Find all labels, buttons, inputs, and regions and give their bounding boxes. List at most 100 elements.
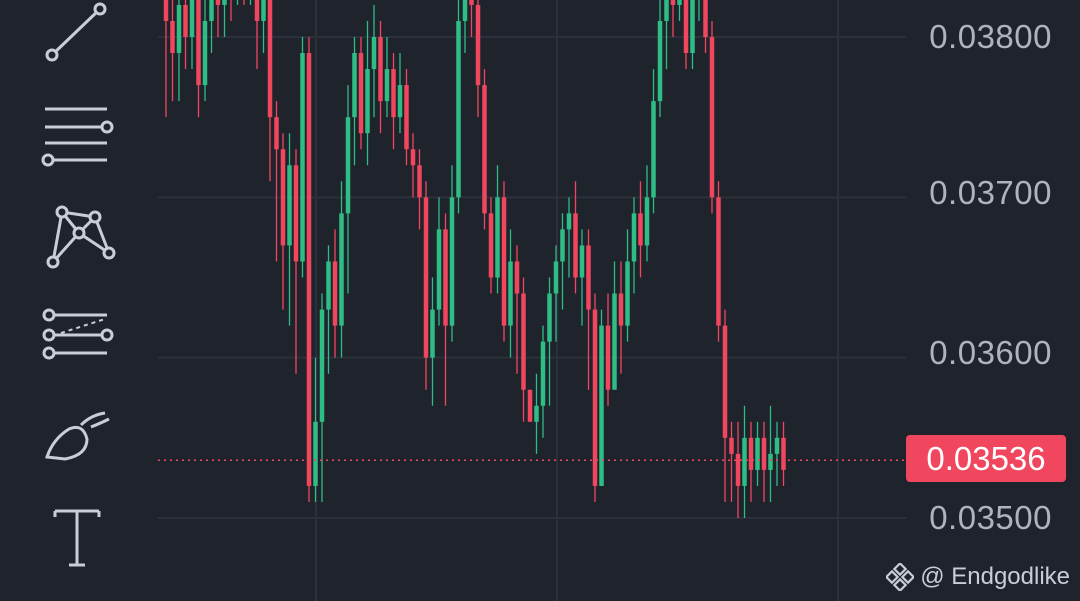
- candle-body-up: [547, 293, 552, 342]
- candle-body-up: [540, 341, 546, 406]
- candle-body-up: [755, 437, 760, 470]
- candle-body-up: [462, 0, 468, 21]
- candle-body-down: [404, 85, 409, 150]
- candle-body-down: [592, 309, 598, 486]
- candle-body-up: [677, 0, 682, 5]
- candle-body-down: [761, 437, 767, 470]
- candle-body-up: [644, 197, 650, 246]
- price-axis-label: 0.03700: [929, 174, 1052, 211]
- candle-body-down: [475, 4, 481, 86]
- brush-tool[interactable]: [30, 390, 120, 480]
- candle-body-down: [183, 4, 188, 37]
- candle-body-up: [287, 165, 292, 246]
- text-tool[interactable]: [30, 490, 120, 580]
- candle-body-down: [605, 325, 611, 390]
- candle-body-up: [202, 20, 208, 86]
- candle-body-down: [709, 37, 715, 198]
- brush-icon: [44, 411, 110, 461]
- candles-layer: [163, 0, 786, 518]
- candle-body-down: [703, 0, 708, 37]
- candle-body-down: [781, 437, 786, 470]
- candle-body-up: [371, 37, 377, 70]
- candle-body-up: [339, 213, 344, 326]
- candle-body-up: [345, 117, 351, 214]
- fib-retracement-icon: [42, 308, 114, 360]
- candle-body-up: [690, 0, 695, 54]
- text-icon: [53, 509, 101, 567]
- candle-body-down: [215, 0, 221, 5]
- parallel-lines-icon: [41, 107, 114, 167]
- watermark: @ Endgodlike: [886, 563, 1070, 591]
- candle-body-down: [443, 229, 448, 326]
- candle-body-up: [456, 20, 461, 198]
- candle-body-up: [222, 0, 227, 5]
- candle-body-up: [579, 245, 585, 278]
- candle-body-up: [261, 0, 266, 21]
- candle-body-up: [209, 0, 214, 21]
- fib-tool[interactable]: [30, 290, 120, 380]
- candle-body-down: [482, 85, 487, 214]
- candle-body-up: [774, 437, 780, 454]
- candle-body-up: [326, 261, 331, 310]
- candle-body-down: [586, 245, 591, 310]
- candle-body-up: [319, 309, 325, 422]
- candle-body-down: [163, 0, 169, 21]
- candle-body-down: [196, 0, 201, 86]
- candle-body-up: [612, 293, 617, 390]
- candle-body-down: [469, 0, 474, 5]
- candle-body-up: [495, 197, 500, 278]
- candle-body-up: [365, 69, 370, 134]
- price-axis-label: 0.03800: [929, 18, 1052, 55]
- candle-body-up: [189, 0, 195, 37]
- candle-body-down: [735, 453, 741, 486]
- candle-body-up: [657, 20, 663, 102]
- candle-body-up: [176, 4, 182, 54]
- candle-body-down: [521, 293, 526, 390]
- candle-body-up: [313, 421, 318, 486]
- candle-body-down: [391, 69, 396, 118]
- candle-body-up: [553, 261, 559, 294]
- candle-body-down: [514, 261, 520, 294]
- drawing-toolbar: [0, 0, 150, 601]
- candle-body-down: [683, 0, 689, 54]
- parallel-lines-tool[interactable]: [30, 90, 120, 180]
- candle-body-up: [566, 213, 572, 230]
- candle-body-up: [534, 405, 539, 422]
- candle-body-up: [664, 0, 669, 21]
- candle-body-up: [436, 229, 442, 310]
- candle-body-down: [378, 37, 383, 102]
- candle-body-down: [267, 0, 273, 118]
- candle-body-down: [573, 213, 578, 278]
- candle-body-down: [423, 197, 429, 358]
- last-price-badge: 0.03536: [906, 435, 1066, 482]
- candle-body-up: [625, 261, 630, 326]
- trend-line-tool[interactable]: [30, 0, 120, 80]
- pattern-tool[interactable]: [30, 190, 120, 280]
- candle-body-down: [748, 437, 754, 470]
- candle-body-down: [293, 165, 299, 262]
- candle-body-up: [508, 261, 513, 326]
- exchange-logo-icon: [886, 563, 915, 591]
- candle-body-down: [332, 261, 338, 326]
- watermark-text: @ Endgodlike: [920, 563, 1070, 590]
- candle-body-up: [300, 53, 305, 262]
- candle-body-down: [722, 325, 728, 438]
- candle-body-down: [638, 213, 643, 246]
- candle-body-down: [254, 0, 260, 21]
- price-axis-label: 0.03500: [929, 499, 1052, 536]
- candle-body-down: [488, 213, 494, 278]
- candle-body-down: [410, 149, 416, 166]
- candle-body-up: [599, 325, 604, 486]
- candle-body-up: [742, 437, 747, 486]
- candle-body-down: [527, 389, 533, 422]
- candle-body-up: [768, 453, 773, 470]
- candle-body-up: [560, 229, 565, 262]
- candle-body-up: [397, 85, 403, 118]
- candle-body-down: [670, 0, 676, 5]
- candle-body-down: [306, 53, 312, 486]
- candle-body-down: [274, 117, 279, 150]
- candle-body-up: [384, 69, 390, 102]
- price-axis-label: 0.03600: [929, 334, 1052, 371]
- candle-body-up: [651, 101, 656, 198]
